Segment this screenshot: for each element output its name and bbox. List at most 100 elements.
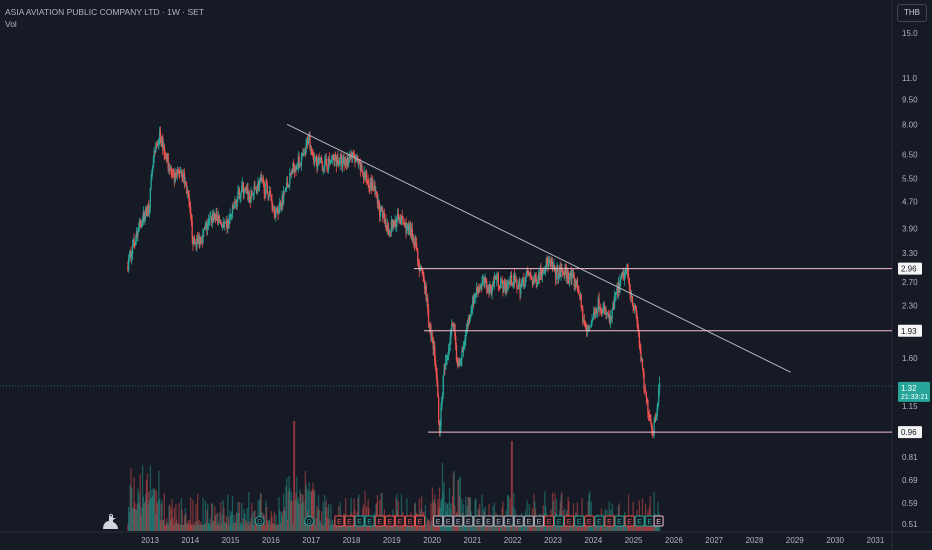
volume-bar xyxy=(240,522,242,531)
candle-body xyxy=(390,220,393,233)
candle-body xyxy=(334,154,336,161)
volume-bar xyxy=(384,524,386,531)
candle-body xyxy=(502,281,504,293)
volume-bar xyxy=(216,524,218,531)
candle-body xyxy=(443,369,445,376)
candle-body xyxy=(431,336,433,338)
volume-bar xyxy=(553,524,555,531)
volume-bar xyxy=(530,524,532,531)
candle-body xyxy=(447,355,449,357)
volume-bar xyxy=(147,504,149,531)
candle-body xyxy=(589,325,592,328)
candle-body xyxy=(221,225,224,227)
volume-bar xyxy=(140,514,142,531)
candle-body xyxy=(523,277,525,288)
candle-body xyxy=(311,153,313,155)
volume-bar xyxy=(160,503,162,531)
candle-body xyxy=(160,137,162,147)
volume-bar xyxy=(458,496,461,531)
candle-body xyxy=(511,284,513,286)
volume-bar xyxy=(176,519,178,531)
volume-bar xyxy=(409,522,411,531)
event-marker-label: E xyxy=(436,519,441,526)
candle-body xyxy=(449,337,451,346)
candle-body xyxy=(586,327,589,333)
y-tick-label: 11.0 xyxy=(902,74,918,83)
candle-body xyxy=(496,277,498,280)
candle-body xyxy=(475,287,478,296)
candle-body xyxy=(205,224,207,227)
candle-body xyxy=(620,277,622,281)
candle-body xyxy=(541,270,544,276)
candle-body xyxy=(253,186,255,194)
volume-bar xyxy=(297,497,300,531)
candle-body xyxy=(140,225,142,227)
candle-body xyxy=(383,212,386,222)
volume-bar xyxy=(207,522,210,531)
volume-bar xyxy=(295,493,297,531)
candle-body xyxy=(352,152,355,155)
volume-bar xyxy=(511,441,513,531)
candle-body xyxy=(354,158,356,162)
candle-body xyxy=(168,168,170,170)
x-tick-label: 2030 xyxy=(826,536,844,545)
candle-body xyxy=(232,205,234,209)
candle-body xyxy=(270,195,272,201)
candle-body xyxy=(339,156,341,165)
candle-body xyxy=(612,302,614,308)
x-tick-label: 2025 xyxy=(625,536,643,545)
candle-body xyxy=(245,188,248,190)
candle-body xyxy=(608,315,610,319)
candle-body xyxy=(169,168,171,170)
volume-bar xyxy=(239,523,241,531)
candle-body xyxy=(623,272,625,281)
volume-bar xyxy=(269,519,271,531)
candle-body xyxy=(568,278,571,283)
volume-bar xyxy=(589,523,592,531)
earnings-marker-icon xyxy=(433,515,444,527)
candle-body xyxy=(345,163,348,165)
candle-body xyxy=(604,308,606,310)
volume-bar xyxy=(245,524,248,531)
volume-bar xyxy=(242,518,245,531)
candle-body xyxy=(332,156,334,158)
candle-body xyxy=(566,271,568,279)
candle-body xyxy=(224,221,227,223)
candle-body xyxy=(630,293,632,298)
volume-bar xyxy=(585,524,587,531)
candle-body xyxy=(294,169,296,173)
candle-body xyxy=(423,275,425,281)
volume-bar xyxy=(547,524,549,531)
volume-bar xyxy=(386,523,389,531)
volume-bar xyxy=(278,496,280,531)
candle-body xyxy=(631,295,634,305)
volume-bar xyxy=(257,500,259,531)
candle-body xyxy=(591,320,593,324)
volume-bar xyxy=(573,524,575,531)
candle-body xyxy=(562,272,565,274)
volume-bar xyxy=(276,524,279,531)
volume-bar xyxy=(178,502,180,531)
currency-button[interactable]: THB xyxy=(897,4,927,22)
candle-body xyxy=(268,195,270,199)
candle-body xyxy=(373,185,375,191)
volume-bar xyxy=(262,519,264,531)
candle-body xyxy=(169,168,172,170)
y-tick-label: 1.60 xyxy=(902,354,918,363)
event-marker-label: D xyxy=(257,519,262,526)
candle-body xyxy=(212,215,214,220)
candle-body xyxy=(242,182,245,194)
volume-bar xyxy=(210,523,212,531)
candle-body xyxy=(367,180,369,184)
candle-body xyxy=(203,228,206,230)
candle-body xyxy=(295,169,297,171)
candle-body xyxy=(454,323,456,336)
candle-body xyxy=(202,230,204,242)
candle-body xyxy=(258,181,260,188)
volume-bar xyxy=(134,502,136,531)
candle-body xyxy=(324,160,326,170)
candle-body xyxy=(259,177,262,181)
candle-body xyxy=(493,278,496,284)
dividend-marker-icon xyxy=(304,516,315,526)
